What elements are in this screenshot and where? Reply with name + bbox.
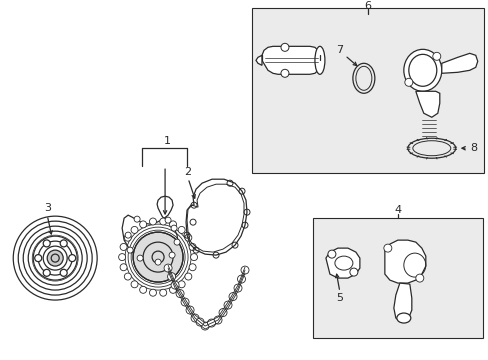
Text: 8: 8 [469, 143, 476, 153]
Circle shape [131, 281, 138, 288]
Circle shape [155, 259, 161, 265]
Circle shape [47, 250, 63, 266]
Text: 4: 4 [393, 205, 401, 215]
Circle shape [133, 232, 183, 282]
Circle shape [160, 289, 166, 296]
Circle shape [169, 286, 176, 293]
Circle shape [228, 293, 237, 301]
Circle shape [60, 269, 67, 276]
Circle shape [189, 264, 196, 271]
Text: 3: 3 [43, 203, 51, 213]
Circle shape [137, 255, 143, 261]
Circle shape [432, 52, 440, 60]
Text: 2: 2 [184, 167, 191, 177]
Circle shape [43, 240, 50, 247]
Circle shape [120, 243, 127, 251]
Circle shape [383, 244, 391, 252]
Ellipse shape [403, 49, 441, 91]
Circle shape [171, 225, 177, 231]
Circle shape [140, 221, 146, 228]
Circle shape [201, 322, 208, 330]
Circle shape [189, 243, 196, 251]
Text: 7: 7 [336, 45, 343, 55]
Circle shape [174, 239, 180, 245]
Polygon shape [255, 55, 262, 65]
Polygon shape [325, 248, 359, 278]
Circle shape [349, 268, 357, 276]
Circle shape [176, 289, 183, 298]
Circle shape [169, 221, 176, 228]
Text: 1: 1 [163, 136, 170, 146]
Circle shape [191, 314, 199, 322]
Circle shape [165, 217, 171, 223]
Ellipse shape [408, 54, 436, 86]
Circle shape [178, 281, 185, 288]
Circle shape [190, 253, 197, 261]
Circle shape [415, 274, 423, 282]
Circle shape [281, 69, 288, 77]
Bar [312, 218, 482, 338]
Circle shape [119, 253, 125, 261]
Circle shape [167, 273, 175, 280]
Circle shape [160, 218, 166, 225]
Circle shape [164, 264, 172, 272]
Circle shape [181, 298, 189, 306]
Circle shape [404, 78, 412, 86]
Polygon shape [393, 283, 411, 322]
Circle shape [149, 289, 156, 296]
Circle shape [327, 250, 335, 258]
Circle shape [171, 281, 179, 289]
Circle shape [207, 319, 215, 327]
Circle shape [224, 301, 231, 309]
Circle shape [134, 216, 140, 222]
Polygon shape [415, 91, 439, 117]
Polygon shape [262, 46, 319, 74]
Circle shape [185, 306, 194, 314]
Circle shape [68, 255, 76, 262]
Circle shape [140, 286, 146, 293]
Circle shape [196, 318, 203, 326]
Circle shape [178, 226, 185, 233]
Circle shape [43, 269, 50, 276]
Circle shape [131, 226, 138, 233]
Circle shape [125, 232, 131, 238]
Circle shape [149, 218, 156, 225]
Circle shape [281, 43, 288, 51]
Circle shape [184, 234, 191, 241]
Polygon shape [122, 196, 178, 261]
Circle shape [124, 234, 131, 241]
Circle shape [184, 273, 191, 280]
Circle shape [124, 273, 131, 280]
Circle shape [219, 309, 226, 316]
Circle shape [60, 240, 67, 247]
Circle shape [234, 284, 242, 292]
Circle shape [241, 266, 248, 274]
Text: 6: 6 [364, 1, 370, 12]
Circle shape [214, 316, 222, 324]
Ellipse shape [314, 46, 324, 74]
Circle shape [35, 255, 41, 262]
Circle shape [127, 247, 133, 253]
Bar [251, 8, 483, 173]
Circle shape [237, 275, 245, 283]
Circle shape [120, 264, 127, 271]
Text: 5: 5 [336, 293, 343, 303]
Polygon shape [441, 53, 477, 73]
Circle shape [169, 252, 175, 258]
Polygon shape [384, 240, 425, 283]
Ellipse shape [396, 313, 410, 323]
